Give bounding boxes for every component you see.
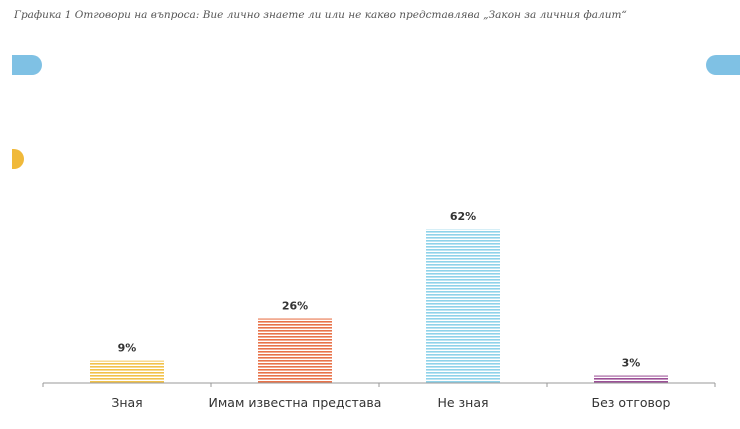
x-axis-ticks (42, 383, 716, 387)
category-label: Не зная (437, 395, 488, 410)
category-label: Зная (111, 395, 142, 410)
bar-2 (258, 318, 332, 383)
category-label: Имам известна представа (209, 395, 382, 410)
decorative-half-circle (12, 149, 24, 169)
decorative-pill-left (12, 55, 42, 75)
chart-caption: Графика 1 Отговори на въпроса: Вие лично… (14, 9, 627, 21)
category-label: Без отговор (592, 395, 671, 410)
bar-value-label: 3% (622, 357, 641, 370)
decorative-pill-right (706, 55, 740, 75)
bar-4 (594, 375, 668, 383)
bar-value-label: 26% (282, 300, 308, 313)
bar-value-label: 62% (450, 210, 476, 223)
bars-layer (90, 229, 668, 383)
bar-1 (90, 360, 164, 383)
labels-layer: 9% Зная 26% Имам известна представа 62% Не зн… (111, 210, 670, 410)
bar-3 (426, 229, 500, 383)
bar-value-label: 9% (118, 342, 137, 355)
